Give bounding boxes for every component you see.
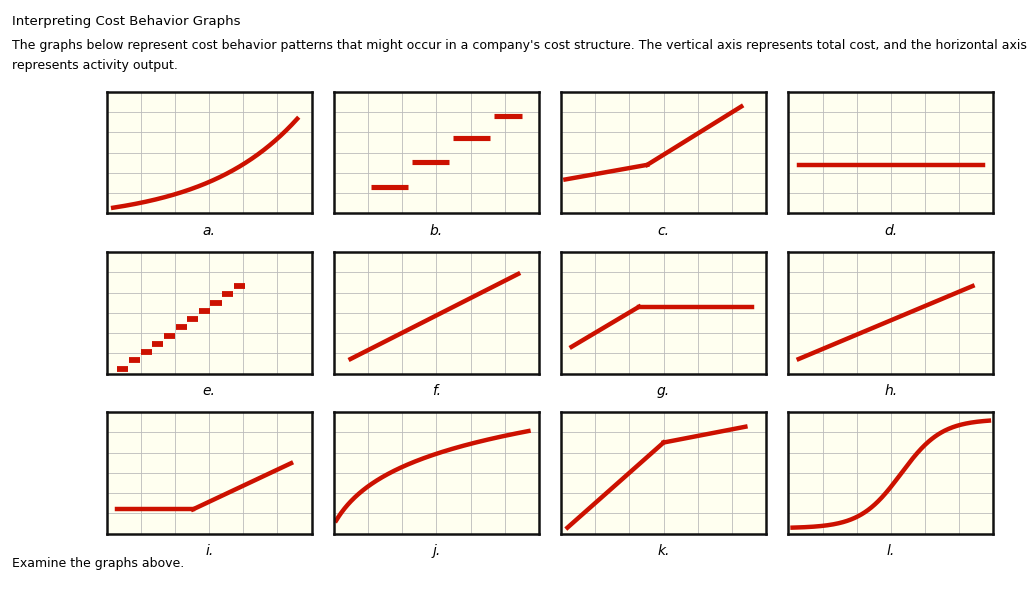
Text: The graphs below represent cost behavior patterns that might occur in a company': The graphs below represent cost behavior… — [12, 39, 1027, 52]
Text: h.: h. — [884, 384, 897, 398]
Text: f.: f. — [432, 384, 440, 398]
Text: j.: j. — [432, 544, 440, 559]
Text: c.: c. — [658, 224, 670, 238]
Text: a.: a. — [203, 224, 216, 238]
Text: i.: i. — [205, 544, 213, 559]
Text: Examine the graphs above.: Examine the graphs above. — [12, 557, 184, 570]
Text: Interpreting Cost Behavior Graphs: Interpreting Cost Behavior Graphs — [12, 15, 241, 28]
Text: k.: k. — [658, 544, 670, 559]
Text: l.: l. — [887, 544, 895, 559]
Text: e.: e. — [203, 384, 216, 398]
Text: d.: d. — [884, 224, 897, 238]
Text: g.: g. — [657, 384, 670, 398]
Text: represents activity output.: represents activity output. — [12, 59, 178, 72]
Text: b.: b. — [430, 224, 443, 238]
